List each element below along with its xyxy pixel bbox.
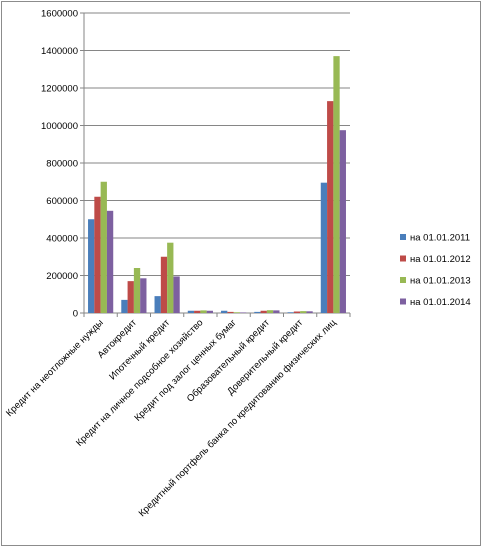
bar-3-series-1 [154,296,161,314]
y-tick-label: 800000 [46,159,78,170]
bar-6-series-4 [273,310,280,314]
y-tick-label: 1600000 [41,9,78,20]
y-tick-label: 1000000 [41,121,78,132]
bar-6-series-3 [266,310,274,313]
bar-7-series-1 [287,312,294,313]
legend-swatch [400,277,406,283]
legend-swatch [400,255,406,262]
bar-1-series-2 [94,196,101,313]
bar-2-series-3 [133,268,141,313]
bar-6-series-2 [260,310,267,313]
bar-1-series-3 [100,181,107,313]
bar-4-series-1 [187,310,195,313]
bar-5-series-4 [239,312,247,313]
bar-8-series-3 [333,56,340,314]
legend-swatch [400,298,406,305]
bar-8-series-2 [327,101,334,314]
legend-label: на 01.01.2011 [410,233,470,244]
bar-5-series-2 [227,311,234,314]
y-tick-label: 1400000 [41,46,78,57]
bar-2-series-2 [127,281,134,314]
bar-7-series-3 [300,311,307,314]
y-tick-label: 400000 [46,234,78,245]
bar-1-series-4 [106,210,114,313]
bar-2-series-1 [121,299,128,314]
bar-3-series-3 [167,242,174,313]
bar-8-series-4 [339,130,346,313]
bar-4-series-3 [200,310,207,314]
y-tick-label: 1200000 [41,84,78,95]
bar-6-series-1 [254,311,261,314]
bar-1-series-1 [88,219,95,313]
legend-label: на 01.01.2013 [410,276,471,287]
bar-4-series-4 [206,310,213,313]
bar-3-series-4 [173,276,180,313]
bar-2-series-4 [140,278,147,313]
bar-5-series-1 [221,310,228,313]
y-tick-label: 200000 [46,271,78,282]
y-tick-label: 600000 [46,196,78,207]
legend-swatch [400,234,406,240]
bar-3-series-2 [160,256,168,313]
bar-4-series-2 [194,310,201,313]
bar-7-series-2 [293,311,301,313]
bar-7-series-4 [306,311,313,313]
category-label: Кредит на неотложные нужды [4,317,106,419]
legend-label: на 01.01.2014 [410,297,471,308]
category-label: Ипотечный кредит [107,317,172,382]
bar-8-series-1 [320,182,328,313]
bar-5-series-3 [233,312,240,313]
legend-label: на 01.01.2012 [410,254,471,265]
y-tick-label: 0 [73,309,78,320]
